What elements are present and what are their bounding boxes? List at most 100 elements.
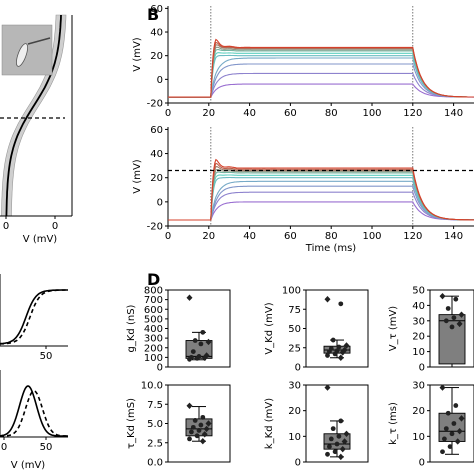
b1-trace <box>168 38 474 98</box>
d6-data-point <box>337 354 344 361</box>
b1-xtick-label: 40 <box>243 108 256 119</box>
d7-ytick-label: 40 <box>412 301 425 312</box>
b2-ytick-label: 40 <box>150 149 163 160</box>
d10-data-point <box>439 384 446 391</box>
d10-data-point <box>440 449 445 455</box>
d9-data-point <box>343 430 350 437</box>
b1-ytick-label: 60 <box>150 4 163 15</box>
d9-data-point <box>341 438 348 445</box>
d10-ytick-label: 10 <box>412 432 425 443</box>
d9-data-point <box>334 441 340 447</box>
c-bot-xtick-label: 0 <box>1 442 7 453</box>
d8-data-point <box>205 420 212 427</box>
d7-data-point <box>451 315 457 321</box>
d5-ytick-label: 800 <box>144 286 163 297</box>
d8-data-point <box>201 431 208 438</box>
d7-ytick-label: 20 <box>412 332 425 343</box>
b1-ytick-label: 0 <box>157 75 163 86</box>
d6-ylabel: V_Kd (mV) <box>264 302 275 354</box>
d8-ytick-label: 2.5 <box>147 438 163 449</box>
d5-ytick-label: 500 <box>144 314 163 325</box>
d6-data-point <box>325 353 330 358</box>
d7-ytick-label: 10 <box>412 347 425 358</box>
d10-data-point <box>445 410 451 416</box>
d5-data-point <box>198 341 204 347</box>
b1-trace <box>168 63 474 98</box>
b2-ylabel: V (mV) <box>132 159 143 194</box>
d10-data-point <box>454 438 461 445</box>
d8-data-point <box>203 425 210 433</box>
d5-ytick-label: 100 <box>144 353 163 364</box>
d10-ytick-label: 30 <box>412 381 425 392</box>
panel-label-d: D <box>147 270 160 289</box>
d5-data-point <box>192 338 198 343</box>
d9-data-point <box>332 449 338 455</box>
d5-ylabel: g_Kd (nS) <box>126 304 137 352</box>
d9-data-point <box>328 436 334 442</box>
b2-xtick-label: 140 <box>444 231 463 242</box>
c-bot-dashed-curve <box>0 390 68 437</box>
b2-trace <box>168 185 474 221</box>
d10-data-point <box>458 415 465 422</box>
b2-xlabel: Time (ms) <box>305 243 357 254</box>
d6-ytick-label: 100 <box>282 286 301 297</box>
d7-data-point <box>456 320 463 328</box>
b2-xtick-label: 60 <box>284 231 297 242</box>
d6-data-point <box>324 296 331 303</box>
c-bot-xtick-label: 50 <box>40 442 53 453</box>
d10-data-point <box>447 444 453 449</box>
d9-data-point <box>324 384 331 391</box>
d6-data-point <box>327 349 332 354</box>
d6-data-point <box>336 344 342 350</box>
d5-data-point <box>186 294 193 301</box>
d6-ytick-label: 0 <box>295 363 301 374</box>
d8-data-point <box>196 428 202 433</box>
d10-data-point <box>451 421 457 426</box>
d6-data-point <box>330 337 336 343</box>
d9-ytick-label: 0 <box>295 458 301 469</box>
b1-ytick-label: 20 <box>150 51 163 62</box>
a-fit-curve <box>5 14 62 217</box>
d6-data-point <box>343 342 350 349</box>
d7-data-point <box>453 296 459 302</box>
d8-data-point <box>200 414 206 420</box>
d8-data-point <box>192 418 198 423</box>
d5-ytick-label: 200 <box>144 343 163 354</box>
c-bot-xlabel: V (mV) <box>11 460 46 471</box>
d8-data-point <box>187 436 192 442</box>
d6-ytick-label: 25 <box>288 343 301 354</box>
d9-ytick-label: 10 <box>288 432 301 443</box>
a-inset-cell <box>16 43 28 67</box>
b2-xtick-label: 120 <box>403 231 422 242</box>
d9-ytick-label: 30 <box>288 381 301 392</box>
d10-ytick-label: 20 <box>412 406 425 417</box>
d10-data-point <box>456 428 463 435</box>
b1-xtick-label: 120 <box>403 108 422 119</box>
d5-ytick-label: 600 <box>144 305 163 316</box>
d7-ytick-label: 50 <box>412 286 425 297</box>
d7-ytick-label: 30 <box>412 316 425 327</box>
b1-xtick-label: 140 <box>444 108 463 119</box>
b1-xtick-label: 80 <box>325 108 338 119</box>
d5-data-point <box>201 354 208 362</box>
b1-xtick-label: 20 <box>202 108 215 119</box>
d5-data-point <box>194 355 200 361</box>
a-xtick-label: 0 <box>52 221 58 232</box>
d9-data-point <box>327 444 332 449</box>
b1-trace <box>168 83 474 98</box>
d9-data-point <box>338 418 344 424</box>
d8-data-point <box>190 424 196 430</box>
d6-data-point <box>338 301 344 307</box>
d9-data-point <box>339 445 346 453</box>
b1-ytick-label: 40 <box>150 28 163 39</box>
a-xlabel: V (mV) <box>23 234 58 245</box>
d10-data-point <box>449 431 455 437</box>
a-xtick-label: 0 <box>3 221 9 232</box>
d8-ytick-label: 7.5 <box>147 400 163 411</box>
d6-ytick-label: 75 <box>288 305 301 316</box>
d5-data-point <box>200 329 206 335</box>
d5-data-point <box>205 338 212 346</box>
b1-ylabel: V (mV) <box>132 37 143 72</box>
b1-ytick-label: -20 <box>147 99 163 110</box>
